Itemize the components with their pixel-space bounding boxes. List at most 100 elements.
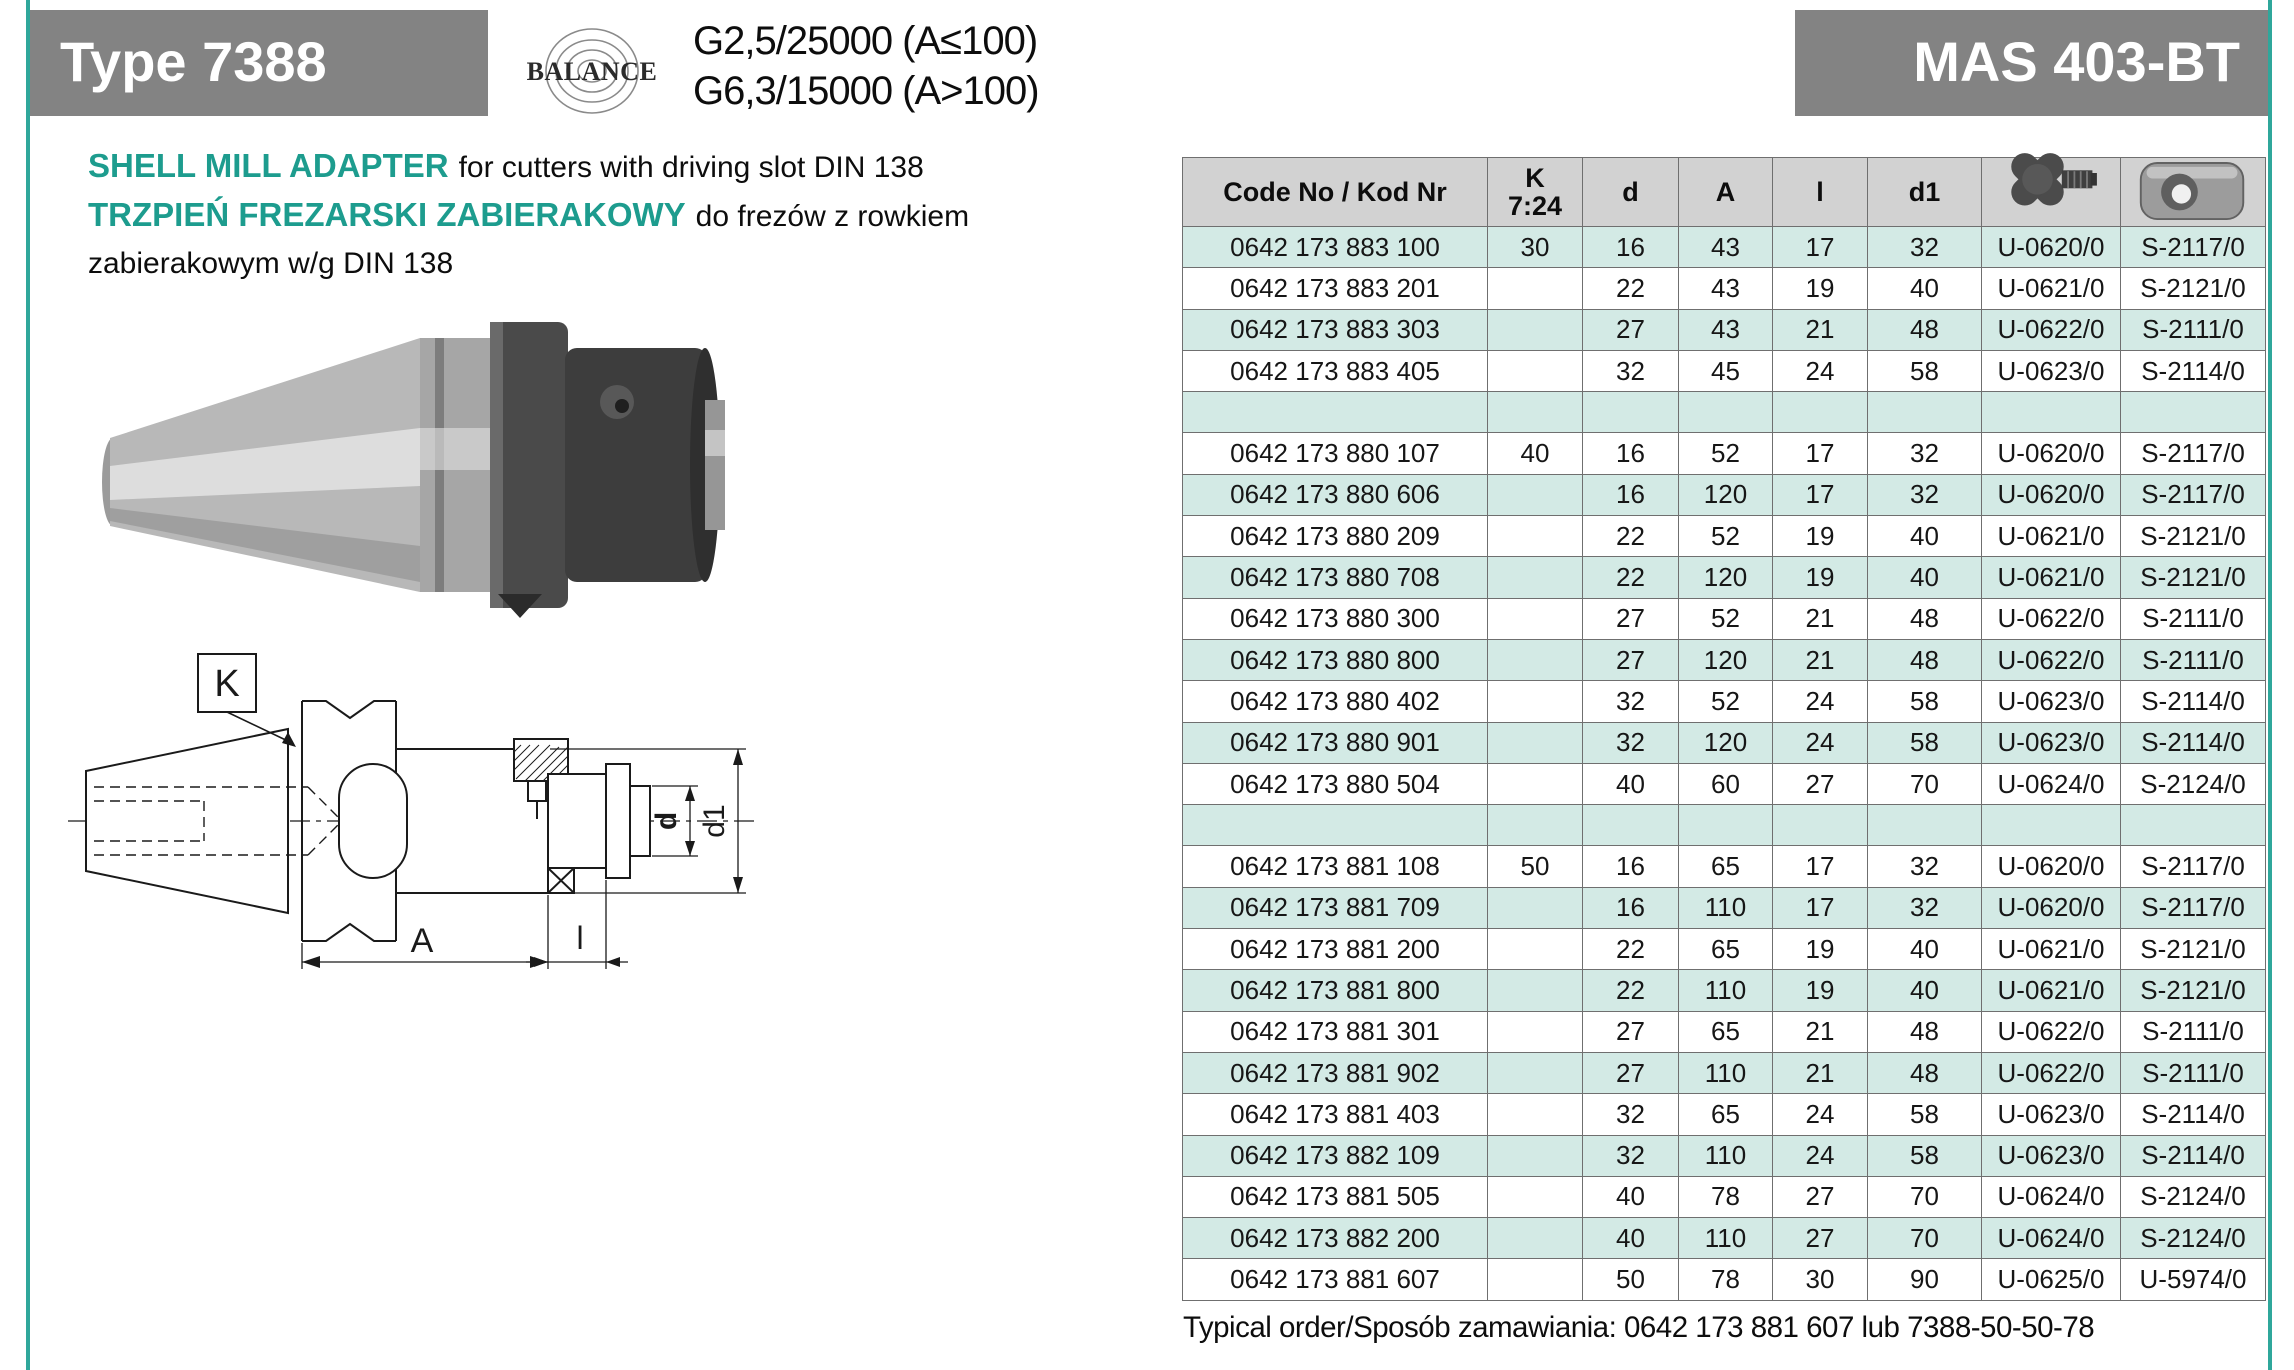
table-cell: U-0621/0 xyxy=(1981,267,2121,310)
table-row: 0642 173 880 107 40 16 52 17 32 U-0620/0 S-2117… xyxy=(1182,432,2266,475)
table-cell: 65 xyxy=(1678,1093,1773,1136)
table-cell: U-0624/0 xyxy=(1981,1175,2121,1219)
table-cell: 0642 173 880 209 xyxy=(1182,515,1488,558)
table-row: 0642 173 881 403 32 65 24 58 U-0623/0 S-2114/0 xyxy=(1182,1093,2266,1136)
table-cell: 27 xyxy=(1582,638,1679,682)
spec-table-body: 0642 173 883 100 30 16 43 17 32 U-0620/0 S-2117… xyxy=(1182,225,2266,1301)
table-cell xyxy=(1487,1258,1583,1301)
table-row: 0642 173 881 800 22 110 19 40 U-0621/0 S-2121/… xyxy=(1182,969,2266,1012)
table-cell: 0642 173 880 800 xyxy=(1182,638,1488,682)
table-cell: 40 xyxy=(1582,1217,1679,1260)
table-cell: 17 xyxy=(1772,432,1868,475)
table-cell: 110 xyxy=(1678,1217,1773,1260)
table-cell: 40 xyxy=(1867,515,1982,558)
table-cell: 40 xyxy=(1487,432,1583,475)
table-row: 0642 173 883 405 32 45 24 58 U-0623/0 S-2114/0 xyxy=(1182,349,2266,393)
table-cell: 0642 173 883 405 xyxy=(1182,349,1488,393)
table-cell: 17 xyxy=(1772,225,1868,269)
table-cell: S-2121/0 xyxy=(2120,515,2266,558)
table-row: 0642 173 880 800 27 120 21 48 U-0622/0 S-2111/… xyxy=(1182,638,2266,682)
table-cell: 120 xyxy=(1678,556,1773,599)
table-cell: 110 xyxy=(1678,1134,1773,1177)
table-cell xyxy=(1981,804,2121,847)
table-cell: 30 xyxy=(1487,225,1583,269)
table-row: 0642 173 882 109 32 110 24 58 U-0623/0 S-2114/… xyxy=(1182,1134,2266,1177)
table-cell: 0642 173 882 200 xyxy=(1182,1217,1488,1260)
table-cell xyxy=(1487,1010,1583,1053)
table-cell: 50 xyxy=(1487,845,1583,888)
driving-key-photo-icon xyxy=(2139,162,2245,221)
col-header-screw xyxy=(1981,153,2121,227)
balance-grade-line-1: G2,5/25000 (A≤100) xyxy=(693,19,1038,63)
table-cell: S-2124/0 xyxy=(2120,1175,2266,1219)
table-cell: 0642 173 880 708 xyxy=(1182,556,1488,599)
table-cell: 40 xyxy=(1867,556,1982,599)
table-cell: U-0622/0 xyxy=(1981,597,2121,640)
table-cell: U-0623/0 xyxy=(1981,1093,2121,1136)
table-row xyxy=(1182,804,2266,847)
table-row: 0642 173 883 100 30 16 43 17 32 U-0620/0 S-2117… xyxy=(1182,225,2266,269)
table-cell: 32 xyxy=(1582,1134,1679,1177)
table-cell: 0642 173 880 402 xyxy=(1182,680,1488,723)
drawing-label-k: K xyxy=(214,663,239,705)
table-cell: 32 xyxy=(1867,473,1982,517)
table-cell: 0642 173 881 301 xyxy=(1182,1010,1488,1053)
table-cell: U-0620/0 xyxy=(1981,225,2121,269)
table-cell: 22 xyxy=(1582,969,1679,1012)
table-cell xyxy=(1487,886,1583,930)
table-cell: U-0621/0 xyxy=(1981,556,2121,599)
table-cell: 21 xyxy=(1772,597,1868,640)
table-cell: 32 xyxy=(1582,721,1679,764)
standard-label: MAS 403-BT xyxy=(1795,10,2268,116)
table-cell: 0642 173 880 504 xyxy=(1182,762,1488,806)
table-cell: S-2117/0 xyxy=(2120,886,2266,930)
table-cell xyxy=(1582,391,1679,434)
table-cell: 40 xyxy=(1582,762,1679,806)
table-cell xyxy=(1867,804,1982,847)
description-line-pl: TRZPIEŃ FREZARSKI ZABIERAKOWY do frezów z… xyxy=(88,191,1138,240)
table-cell: U-0620/0 xyxy=(1981,845,2121,888)
table-cell: S-2114/0 xyxy=(2120,1093,2266,1136)
table-cell xyxy=(1487,308,1583,351)
product-desc-pl: do frezów z rowkiem xyxy=(695,200,970,233)
table-cell: 0642 173 881 505 xyxy=(1182,1175,1488,1219)
table-row: 0642 173 881 505 40 78 27 70 U-0624/0 S-2124/0 xyxy=(1182,1175,2266,1219)
table-cell: S-2121/0 xyxy=(2120,928,2266,971)
balance-logo: BALANCE xyxy=(512,16,676,124)
table-cell: 24 xyxy=(1772,680,1868,723)
table-cell xyxy=(1487,391,1583,434)
table-cell: U-0620/0 xyxy=(1981,432,2121,475)
table-cell: 90 xyxy=(1867,1258,1982,1301)
table-cell: U-0623/0 xyxy=(1981,680,2121,723)
table-row: 0642 173 883 303 27 43 21 48 U-0622/0 S-2111/0 xyxy=(1182,308,2266,351)
table-cell: 78 xyxy=(1678,1175,1773,1219)
table-cell: U-0622/0 xyxy=(1981,1051,2121,1095)
table-cell: U-0623/0 xyxy=(1981,721,2121,764)
table-cell: 0642 173 880 107 xyxy=(1182,432,1488,475)
table-cell: 70 xyxy=(1867,1217,1982,1260)
table-cell: 16 xyxy=(1582,225,1679,269)
table-cell xyxy=(1487,1217,1583,1260)
table-cell: 48 xyxy=(1867,1051,1982,1095)
table-row: 0642 173 880 402 32 52 24 58 U-0623/0 S-2114/0 xyxy=(1182,680,2266,723)
table-cell: U-0623/0 xyxy=(1981,349,2121,393)
table-row: 0642 173 883 201 22 43 19 40 U-0621/0 S-2121/0 xyxy=(1182,267,2266,310)
table-row: 0642 173 880 901 32 120 24 58 U-0623/0 S-2114/… xyxy=(1182,721,2266,764)
col-header-key xyxy=(2120,157,2266,227)
table-cell: 22 xyxy=(1582,556,1679,599)
table-cell: 0642 173 881 200 xyxy=(1182,928,1488,971)
table-cell xyxy=(1487,638,1583,682)
table-cell: 0642 173 881 902 xyxy=(1182,1051,1488,1095)
table-cell: S-2121/0 xyxy=(2120,556,2266,599)
table-cell: 24 xyxy=(1772,1134,1868,1177)
table-cell: 50 xyxy=(1582,1258,1679,1301)
table-cell: 45 xyxy=(1678,349,1773,393)
table-cell: 27 xyxy=(1582,1051,1679,1095)
table-cell: S-2121/0 xyxy=(2120,267,2266,310)
drawing-dim-l: l xyxy=(576,920,583,956)
table-cell: 32 xyxy=(1867,225,1982,269)
table-row: 0642 173 881 607 50 78 30 90 U-0625/0 U-5974/0 xyxy=(1182,1258,2266,1301)
table-cell: S-2114/0 xyxy=(2120,680,2266,723)
description-line-pl-cont: zabierakowym w/g DIN 138 xyxy=(88,247,454,280)
table-cell: 52 xyxy=(1678,680,1773,723)
